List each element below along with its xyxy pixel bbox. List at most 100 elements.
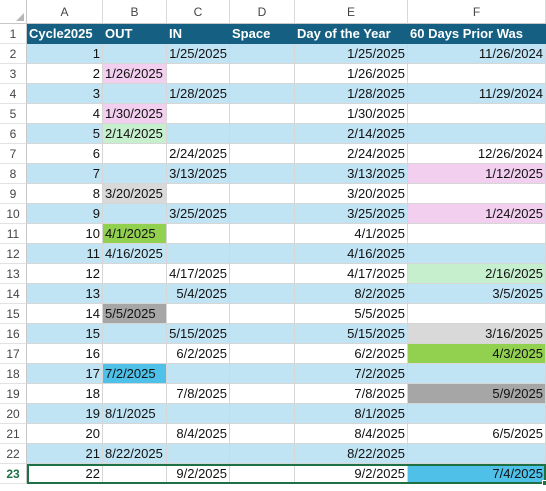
cell-out[interactable]: 4/1/2025 <box>103 224 167 244</box>
cell-out[interactable] <box>103 424 167 444</box>
cell-prior-60[interactable] <box>408 404 546 424</box>
cell-space[interactable] <box>230 144 295 164</box>
cell-cycle[interactable]: 8 <box>27 184 103 204</box>
cell-day-of-year[interactable]: 3/25/2025 <box>295 204 408 224</box>
cell-out[interactable]: 2/14/2025 <box>103 124 167 144</box>
cell-prior-60[interactable]: 6/5/2025 <box>408 424 546 444</box>
cell-out[interactable]: 7/2/2025 <box>103 364 167 384</box>
cell-space[interactable] <box>230 224 295 244</box>
cell-out[interactable]: 1/30/2025 <box>103 104 167 124</box>
cell-space[interactable] <box>230 204 295 224</box>
cell-space[interactable] <box>230 184 295 204</box>
cell-prior-60[interactable] <box>408 64 546 84</box>
row-header-11[interactable]: 11 <box>0 224 27 244</box>
cell-day-of-year[interactable]: 2/14/2025 <box>295 124 408 144</box>
row-header-10[interactable]: 10 <box>0 204 27 224</box>
cell-day-of-year[interactable]: 8/22/2025 <box>295 444 408 464</box>
cell-in[interactable] <box>167 404 230 424</box>
row-header-7[interactable]: 7 <box>0 144 27 164</box>
row-header-8[interactable]: 8 <box>0 164 27 184</box>
row-header-16[interactable]: 16 <box>0 324 27 344</box>
cell-in[interactable] <box>167 364 230 384</box>
row-header-17[interactable]: 17 <box>0 344 27 364</box>
cell-in[interactable]: 3/13/2025 <box>167 164 230 184</box>
table-header-day-of-year[interactable]: Day of the Year <box>295 24 408 44</box>
row-header-13[interactable]: 13 <box>0 264 27 284</box>
cell-cycle[interactable]: 19 <box>27 404 103 424</box>
cell-in[interactable]: 3/25/2025 <box>167 204 230 224</box>
cell-out[interactable] <box>103 344 167 364</box>
row-header-9[interactable]: 9 <box>0 184 27 204</box>
cell-out[interactable] <box>103 264 167 284</box>
cell-prior-60[interactable]: 1/24/2025 <box>408 204 546 224</box>
row-header-3[interactable]: 3 <box>0 64 27 84</box>
cell-cycle[interactable]: 10 <box>27 224 103 244</box>
cell-prior-60[interactable] <box>408 184 546 204</box>
column-header-b[interactable]: B <box>103 0 167 24</box>
cell-space[interactable] <box>230 464 295 484</box>
cell-prior-60[interactable]: 12/26/2024 <box>408 144 546 164</box>
cell-out[interactable] <box>103 324 167 344</box>
cell-in[interactable] <box>167 64 230 84</box>
cell-prior-60[interactable]: 11/26/2024 <box>408 44 546 64</box>
cell-cycle[interactable]: 1 <box>27 44 103 64</box>
cell-day-of-year[interactable]: 8/2/2025 <box>295 284 408 304</box>
cell-prior-60[interactable] <box>408 364 546 384</box>
cell-in[interactable]: 2/24/2025 <box>167 144 230 164</box>
cell-space[interactable] <box>230 424 295 444</box>
column-header-d[interactable]: D <box>230 0 295 24</box>
cell-out[interactable] <box>103 84 167 104</box>
cell-cycle[interactable]: 21 <box>27 444 103 464</box>
cell-cycle[interactable]: 15 <box>27 324 103 344</box>
select-all-corner[interactable] <box>0 0 27 24</box>
row-header-20[interactable]: 20 <box>0 404 27 424</box>
cell-space[interactable] <box>230 364 295 384</box>
row-header-6[interactable]: 6 <box>0 124 27 144</box>
cell-space[interactable] <box>230 344 295 364</box>
cell-prior-60[interactable] <box>408 124 546 144</box>
cell-cycle[interactable]: 12 <box>27 264 103 284</box>
cell-space[interactable] <box>230 404 295 424</box>
cell-in[interactable] <box>167 224 230 244</box>
cell-cycle[interactable]: 18 <box>27 384 103 404</box>
cell-in[interactable]: 4/17/2025 <box>167 264 230 284</box>
cell-in[interactable]: 1/25/2025 <box>167 44 230 64</box>
cell-day-of-year[interactable]: 4/17/2025 <box>295 264 408 284</box>
cell-prior-60[interactable] <box>408 104 546 124</box>
cell-cycle[interactable]: 14 <box>27 304 103 324</box>
cell-in[interactable]: 8/4/2025 <box>167 424 230 444</box>
cell-space[interactable] <box>230 64 295 84</box>
cell-day-of-year[interactable]: 3/13/2025 <box>295 164 408 184</box>
fill-handle[interactable] <box>542 480 546 486</box>
cell-cycle[interactable]: 13 <box>27 284 103 304</box>
cell-day-of-year[interactable]: 3/20/2025 <box>295 184 408 204</box>
cell-day-of-year[interactable]: 5/5/2025 <box>295 304 408 324</box>
cell-out[interactable]: 4/16/2025 <box>103 244 167 264</box>
cell-prior-60[interactable] <box>408 244 546 264</box>
cell-space[interactable] <box>230 284 295 304</box>
row-header-18[interactable]: 18 <box>0 364 27 384</box>
column-header-a[interactable]: A <box>27 0 103 24</box>
cell-space[interactable] <box>230 384 295 404</box>
cell-out[interactable]: 5/5/2025 <box>103 304 167 324</box>
cell-day-of-year[interactable]: 1/26/2025 <box>295 64 408 84</box>
row-header-1[interactable]: 1 <box>0 24 27 44</box>
cell-prior-60[interactable] <box>408 304 546 324</box>
cell-cycle[interactable]: 4 <box>27 104 103 124</box>
cell-cycle[interactable]: 22 <box>27 464 103 484</box>
cell-cycle[interactable]: 17 <box>27 364 103 384</box>
cell-cycle[interactable]: 11 <box>27 244 103 264</box>
cell-in[interactable]: 7/8/2025 <box>167 384 230 404</box>
cell-in[interactable] <box>167 124 230 144</box>
cell-in[interactable]: 6/2/2025 <box>167 344 230 364</box>
cell-in[interactable]: 1/28/2025 <box>167 84 230 104</box>
row-header-21[interactable]: 21 <box>0 424 27 444</box>
row-header-15[interactable]: 15 <box>0 304 27 324</box>
cell-day-of-year[interactable]: 4/1/2025 <box>295 224 408 244</box>
cell-in[interactable]: 5/15/2025 <box>167 324 230 344</box>
cell-cycle[interactable]: 2 <box>27 64 103 84</box>
cell-day-of-year[interactable]: 4/16/2025 <box>295 244 408 264</box>
cell-out[interactable] <box>103 284 167 304</box>
cell-prior-60[interactable]: 1/12/2025 <box>408 164 546 184</box>
cell-prior-60[interactable]: 11/29/2024 <box>408 84 546 104</box>
